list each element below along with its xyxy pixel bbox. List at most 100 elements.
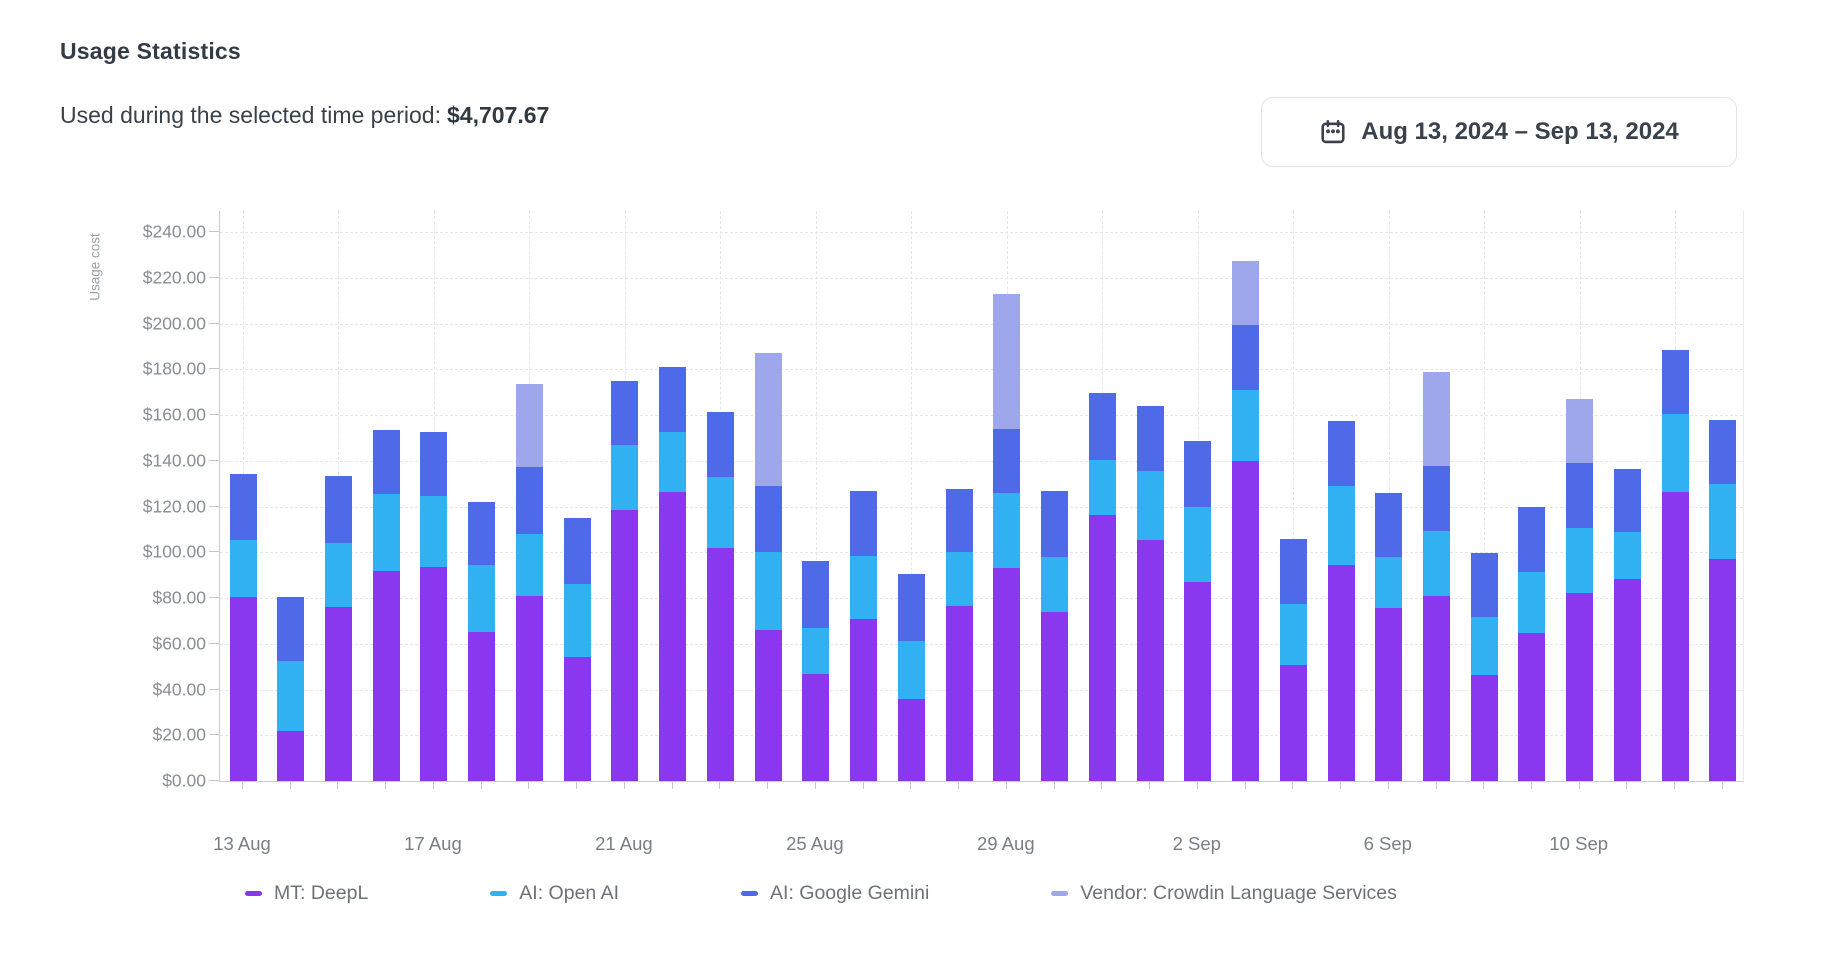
y-tick-label: $200.00 — [142, 313, 206, 333]
bar-11-sep[interactable] — [1613, 468, 1641, 781]
y-tick-mark — [209, 414, 219, 415]
bar-18-aug[interactable] — [468, 501, 496, 781]
bar-23-aug[interactable] — [706, 411, 734, 781]
bar-25-aug[interactable] — [802, 561, 830, 781]
bar-1-sep[interactable] — [1136, 405, 1164, 781]
y-tick-label: $0.00 — [162, 770, 206, 791]
bar-segment — [372, 493, 400, 571]
bar-segment — [1470, 617, 1498, 675]
bar-2-sep[interactable] — [1184, 441, 1212, 781]
bar-30-aug[interactable] — [1041, 490, 1069, 781]
date-range-picker[interactable]: Aug 13, 2024 – Sep 13, 2024 — [1261, 97, 1737, 167]
bar-29-aug[interactable] — [993, 293, 1021, 781]
bar-segment — [277, 660, 305, 731]
bar-28-aug[interactable] — [945, 489, 973, 781]
bar-segment — [468, 501, 496, 565]
legend-item-vendor-crowdin-language-services[interactable]: Vendor: Crowdin Language Services — [1051, 882, 1397, 905]
y-tick-label: $60.00 — [152, 633, 206, 654]
bar-segment — [1375, 492, 1403, 557]
x-tick-mark — [862, 782, 864, 789]
bar-14-aug[interactable] — [277, 596, 305, 781]
bar-segment — [1279, 603, 1307, 666]
bar-segment — [1566, 528, 1594, 594]
bar-segment — [993, 568, 1021, 781]
y-tick-mark — [209, 551, 219, 553]
bar-segment — [850, 618, 878, 781]
bar-31-aug[interactable] — [1088, 393, 1116, 781]
bar-15-aug[interactable] — [324, 475, 352, 781]
x-tick-mark — [1530, 782, 1532, 789]
bar-26-aug[interactable] — [850, 490, 878, 781]
bar-3-sep[interactable] — [1232, 260, 1260, 781]
bar-24-aug[interactable] — [754, 353, 782, 781]
legend-item-ai-open-ai[interactable]: AI: Open AI — [490, 882, 619, 905]
x-tick-label: 13 Aug — [213, 833, 271, 854]
bar-segment — [277, 596, 305, 661]
bar-9-sep[interactable] — [1518, 506, 1546, 781]
x-tick-mark — [1435, 782, 1437, 789]
bar-27-aug[interactable] — [897, 574, 925, 781]
bar-22-aug[interactable] — [659, 366, 687, 781]
legend-color-dash-icon — [1051, 891, 1069, 896]
bar-17-aug[interactable] — [420, 432, 448, 781]
x-tick-mark — [1721, 782, 1723, 789]
bar-16-aug[interactable] — [372, 429, 400, 781]
bar-21-aug[interactable] — [611, 380, 639, 781]
chart-legend: MT: DeepL AI: Open AI AI: Google Gemini Ven… — [245, 882, 1397, 905]
bar-4-sep[interactable] — [1279, 538, 1307, 781]
legend-color-dash-icon — [741, 891, 759, 896]
x-tick-mark — [1674, 782, 1676, 789]
x-tick-mark — [719, 782, 721, 789]
y-tick-mark — [209, 597, 219, 598]
bar-20-aug[interactable] — [563, 517, 591, 781]
bar-8-sep[interactable] — [1470, 553, 1498, 781]
y-tick-mark — [209, 322, 219, 324]
bar-segment — [611, 444, 639, 510]
x-tick-mark — [242, 782, 243, 789]
legend-label: AI: Open AI — [519, 882, 620, 904]
bar-segment — [468, 564, 496, 633]
bar-segment — [611, 509, 639, 781]
bar-segment — [1041, 490, 1069, 557]
grid-line-horizontal — [220, 369, 1743, 371]
x-tick-label: 21 Aug — [595, 833, 653, 854]
bar-segment — [1661, 349, 1689, 414]
bar-segment — [563, 517, 591, 585]
legend-item-mt-deepl[interactable]: MT: DeepL — [245, 882, 368, 905]
bar-segment — [1232, 389, 1260, 461]
x-tick-label: 2 Sep — [1172, 833, 1221, 854]
bar-13-aug[interactable] — [229, 474, 257, 781]
x-tick-mark — [337, 782, 339, 789]
bar-5-sep[interactable] — [1327, 420, 1355, 781]
bar-segment — [754, 485, 782, 553]
bar-segment — [1088, 514, 1116, 781]
x-tick-mark — [767, 782, 769, 789]
x-tick-mark — [385, 782, 387, 789]
bar-segment — [1566, 593, 1594, 781]
x-tick-mark — [1578, 782, 1580, 789]
grid-line-vertical — [911, 211, 913, 781]
y-tick-mark — [209, 368, 219, 370]
bar-segment — [515, 466, 543, 534]
bar-6-sep[interactable] — [1375, 492, 1403, 781]
legend-item-ai-google-gemini[interactable]: AI: Google Gemini — [741, 882, 929, 905]
bar-10-sep[interactable] — [1566, 399, 1594, 781]
bar-segment — [229, 539, 257, 597]
bar-segment — [1184, 506, 1212, 582]
bar-segment — [1566, 399, 1594, 464]
bar-segment — [515, 533, 543, 596]
bar-segment — [993, 492, 1021, 569]
x-tick-mark — [910, 782, 912, 789]
bar-12-sep[interactable] — [1661, 349, 1689, 781]
bar-19-aug[interactable] — [515, 384, 543, 781]
bar-segment — [515, 595, 543, 781]
grid-line-vertical — [1293, 211, 1295, 781]
bar-segment — [802, 673, 830, 781]
bar-segment — [420, 496, 448, 568]
grid-line-vertical — [1484, 211, 1486, 781]
bar-segment — [1566, 463, 1594, 529]
bar-7-sep[interactable] — [1423, 371, 1450, 781]
bar-segment — [1327, 420, 1355, 486]
bar-13-sep[interactable] — [1709, 419, 1737, 781]
bar-segment — [1279, 538, 1307, 604]
